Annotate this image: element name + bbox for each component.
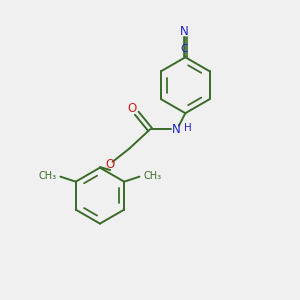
Text: CH₃: CH₃ [38,171,57,181]
Text: N: N [172,123,181,136]
Text: O: O [128,102,137,115]
Text: CH₃: CH₃ [143,171,161,181]
Text: N: N [180,25,188,38]
Text: H: H [184,123,192,133]
Text: O: O [106,158,115,171]
Text: C: C [181,44,188,54]
